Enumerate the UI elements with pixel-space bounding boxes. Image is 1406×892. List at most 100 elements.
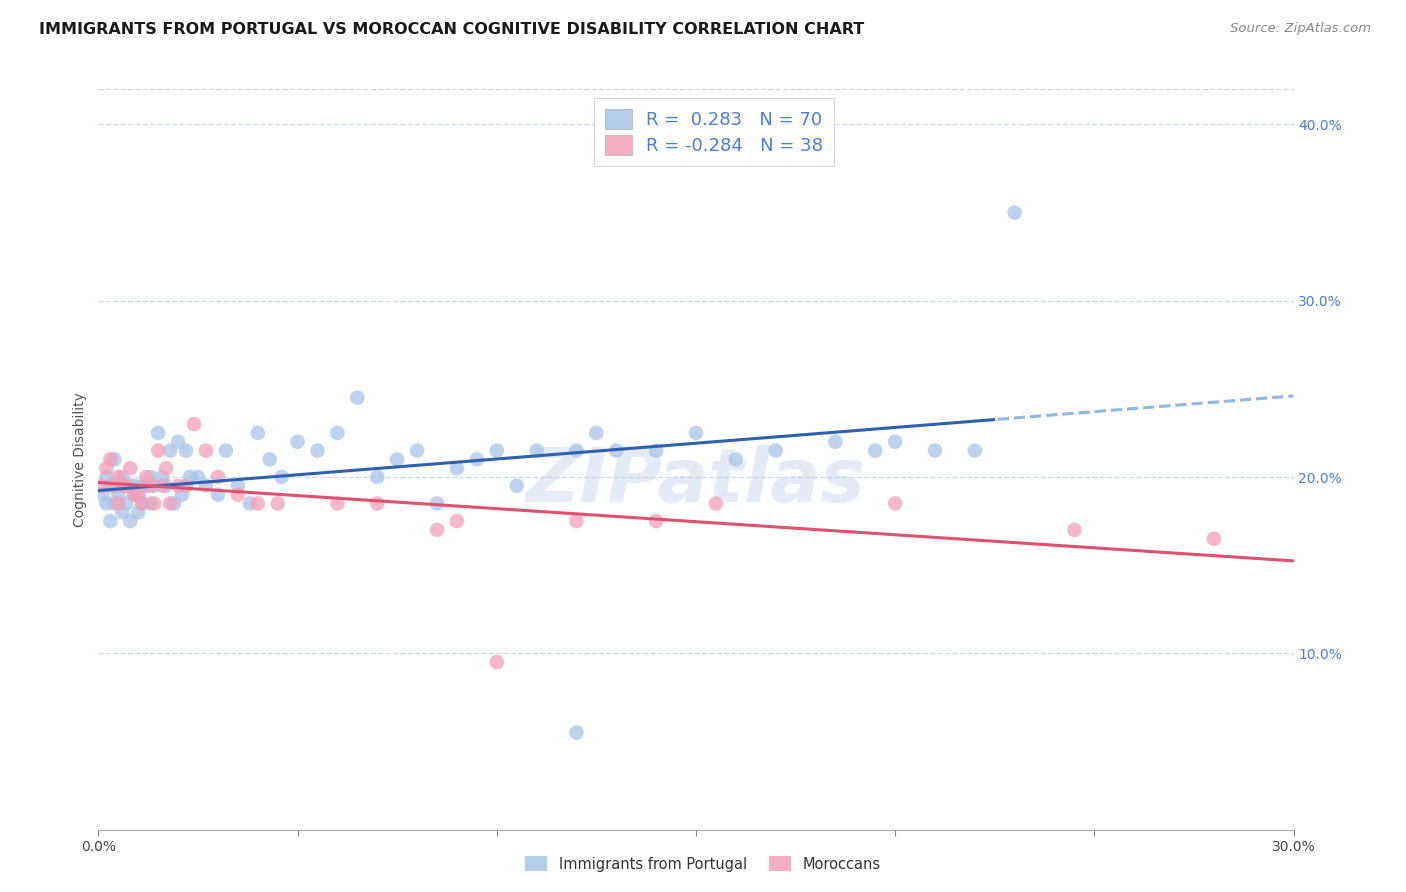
Point [426, 496, 449, 510]
Point [96, 470, 118, 484]
Point [446, 461, 468, 475]
Point [226, 479, 249, 493]
Point [120, 479, 142, 493]
Point [159, 443, 181, 458]
Point [115, 496, 138, 510]
Point [645, 514, 668, 528]
Point [385, 452, 409, 467]
Point [585, 425, 607, 440]
Point [645, 443, 668, 458]
Point [103, 452, 125, 467]
Point [215, 443, 238, 458]
Point [565, 443, 588, 458]
Point [131, 496, 153, 510]
Point [127, 488, 149, 502]
Point [187, 470, 209, 484]
Point [195, 479, 218, 493]
Point [98, 452, 122, 467]
Point [267, 496, 290, 510]
Point [174, 443, 197, 458]
Point [107, 496, 129, 510]
Point [270, 470, 292, 484]
Point [103, 496, 125, 510]
Point [207, 470, 229, 484]
Point [326, 496, 349, 510]
Point [685, 425, 707, 440]
Point [465, 452, 488, 467]
Point [139, 496, 162, 510]
Point [446, 514, 468, 528]
Point [195, 443, 218, 458]
Point [155, 461, 177, 475]
Point [159, 496, 181, 510]
Point [207, 488, 229, 502]
Point [605, 443, 627, 458]
Point [167, 479, 190, 493]
Point [150, 479, 173, 493]
Point [724, 452, 747, 467]
Point [506, 479, 529, 493]
Point [148, 443, 170, 458]
Point [127, 505, 149, 519]
Point [155, 479, 177, 493]
Point [246, 425, 269, 440]
Point [139, 479, 162, 493]
Point [115, 479, 138, 493]
Point [485, 655, 508, 669]
Point [120, 514, 142, 528]
Point [124, 488, 146, 502]
Point [107, 470, 129, 484]
Point [246, 496, 269, 510]
Point [183, 417, 205, 431]
Point [406, 443, 429, 458]
Text: Source: ZipAtlas.com: Source: ZipAtlas.com [1230, 22, 1371, 36]
Point [1004, 205, 1026, 219]
Point [884, 496, 907, 510]
Point [346, 391, 368, 405]
Point [167, 434, 190, 449]
Point [865, 443, 887, 458]
Point [924, 443, 946, 458]
Point [150, 470, 173, 484]
Point [135, 479, 157, 493]
Point [124, 488, 146, 502]
Point [172, 488, 194, 502]
Point [1063, 523, 1085, 537]
Point [107, 479, 129, 493]
Point [426, 523, 449, 537]
Y-axis label: Cognitive Disability: Cognitive Disability [73, 392, 87, 527]
Point [366, 470, 388, 484]
Point [307, 443, 329, 458]
Point [124, 479, 146, 493]
Point [103, 479, 125, 493]
Point [884, 434, 907, 449]
Point [111, 505, 134, 519]
Point [239, 496, 262, 510]
Point [91, 488, 114, 502]
Point [824, 434, 846, 449]
Point [526, 443, 548, 458]
Point [287, 434, 309, 449]
Point [111, 470, 134, 484]
Point [565, 725, 588, 739]
Point [704, 496, 727, 510]
Point [1202, 532, 1225, 546]
Point [963, 443, 986, 458]
Text: ZIPatlas: ZIPatlas [526, 445, 866, 518]
Point [226, 488, 249, 502]
Point [98, 479, 122, 493]
Point [174, 479, 197, 493]
Point [96, 496, 118, 510]
Point [111, 479, 134, 493]
Point [143, 496, 166, 510]
Point [135, 470, 157, 484]
Point [366, 496, 388, 510]
Point [139, 470, 162, 484]
Point [179, 470, 201, 484]
Point [96, 461, 118, 475]
Point [127, 488, 149, 502]
Point [163, 496, 186, 510]
Point [259, 452, 281, 467]
Point [143, 479, 166, 493]
Point [131, 479, 153, 493]
